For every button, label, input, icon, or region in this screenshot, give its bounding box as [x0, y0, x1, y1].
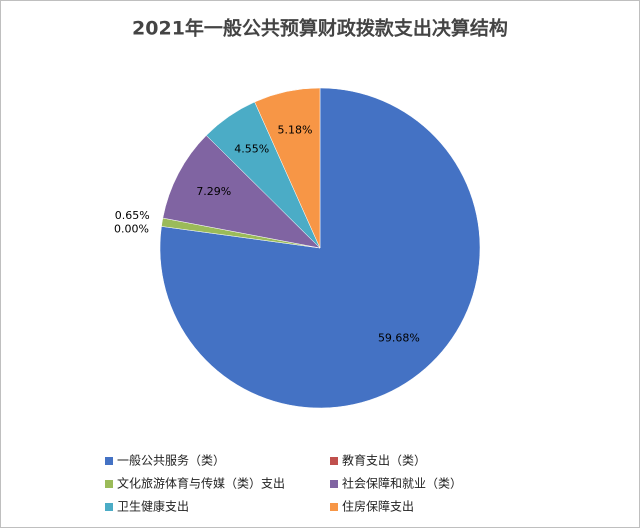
- chart-title: 2021年一般公共预算财政拨款支出决算结构: [132, 17, 508, 40]
- data-label: 59.68%: [378, 331, 420, 344]
- legend-label: 一般公共服务（类）: [117, 453, 225, 468]
- legend-label: 教育支出（类）: [342, 453, 426, 468]
- legend-swatch: [330, 457, 338, 465]
- legend-swatch: [105, 503, 113, 511]
- legend-label: 卫生健康支出: [117, 499, 189, 514]
- legend-label: 文化旅游体育与传媒（类）支出: [117, 476, 285, 491]
- data-label: 0.65%: [115, 209, 150, 222]
- pie-slice: [162, 135, 321, 249]
- legend-label: 社会保障和就业（类）: [342, 476, 462, 491]
- data-label: 4.55%: [234, 142, 269, 155]
- legend-label: 住房保障支出: [342, 499, 414, 514]
- data-label: 0.00%: [114, 222, 149, 235]
- data-label: 7.29%: [196, 185, 231, 198]
- legend-swatch: [330, 480, 338, 488]
- data-label: 5.18%: [277, 124, 312, 137]
- legend-swatch: [105, 480, 113, 488]
- pie-slice: [254, 87, 321, 249]
- legend-swatch: [105, 457, 113, 465]
- legend-swatch: [330, 503, 338, 511]
